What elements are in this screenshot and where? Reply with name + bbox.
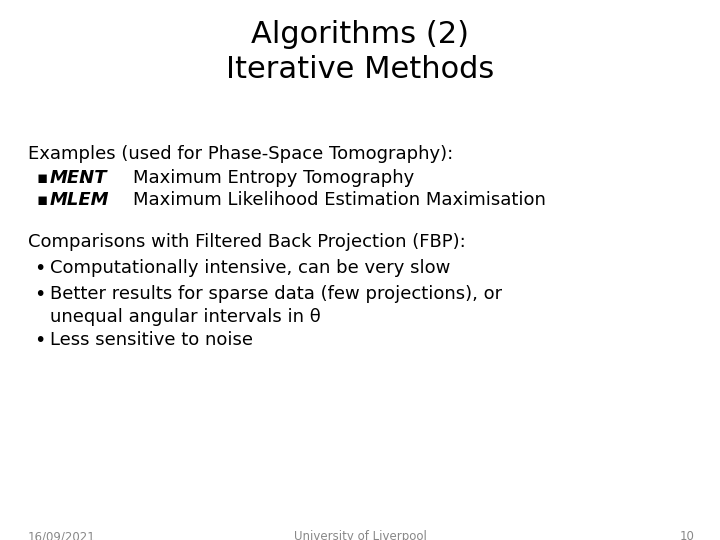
Text: Algorithms (2)
Iterative Methods: Algorithms (2) Iterative Methods (226, 20, 494, 84)
Text: ▪: ▪ (36, 191, 48, 209)
Text: Maximum Likelihood Estimation Maximisation: Maximum Likelihood Estimation Maximisati… (133, 191, 546, 209)
Text: ▪: ▪ (36, 169, 48, 187)
Text: Less sensitive to noise: Less sensitive to noise (50, 331, 253, 349)
Text: Maximum Entropy Tomography: Maximum Entropy Tomography (133, 169, 414, 187)
Text: Computationally intensive, can be very slow: Computationally intensive, can be very s… (50, 259, 451, 277)
Text: MENT: MENT (50, 169, 107, 187)
Text: University of Liverpool: University of Liverpool (294, 530, 426, 540)
Text: •: • (34, 259, 45, 278)
Text: MLEM: MLEM (50, 191, 109, 209)
Text: Examples (used for Phase-Space Tomography):: Examples (used for Phase-Space Tomograph… (28, 145, 454, 163)
Text: 10: 10 (680, 530, 695, 540)
Text: •: • (34, 331, 45, 350)
Text: 16/09/2021: 16/09/2021 (28, 530, 96, 540)
Text: :: : (80, 191, 86, 209)
Text: :: : (80, 169, 86, 187)
Text: Comparisons with Filtered Back Projection (FBP):: Comparisons with Filtered Back Projectio… (28, 233, 466, 251)
Text: •: • (34, 285, 45, 304)
Text: Better results for sparse data (few projections), or
unequal angular intervals i: Better results for sparse data (few proj… (50, 285, 502, 326)
